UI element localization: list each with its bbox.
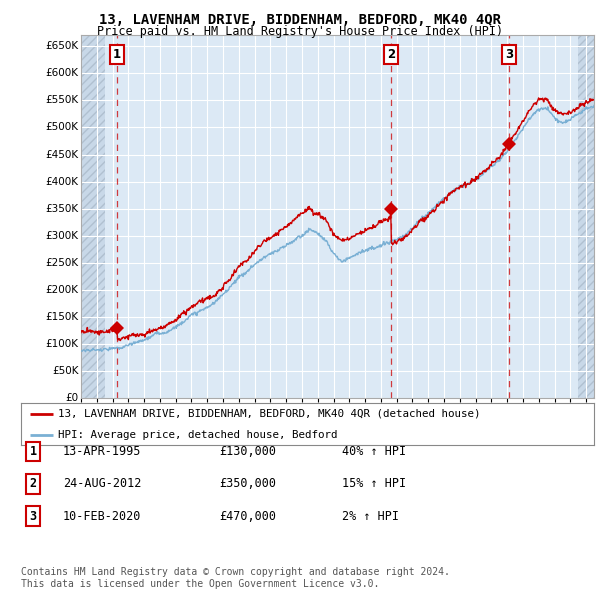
Text: £600K: £600K bbox=[46, 68, 79, 78]
Text: 24-AUG-2012: 24-AUG-2012 bbox=[63, 477, 142, 490]
Text: HPI: Average price, detached house, Bedford: HPI: Average price, detached house, Bedf… bbox=[58, 430, 338, 440]
Text: 15% ↑ HPI: 15% ↑ HPI bbox=[342, 477, 406, 490]
Text: Contains HM Land Registry data © Crown copyright and database right 2024.
This d: Contains HM Land Registry data © Crown c… bbox=[21, 567, 450, 589]
Text: 1: 1 bbox=[113, 48, 121, 61]
Text: £650K: £650K bbox=[46, 41, 79, 51]
Text: £130,000: £130,000 bbox=[219, 445, 276, 458]
Text: 1: 1 bbox=[29, 445, 37, 458]
Text: 2: 2 bbox=[29, 477, 37, 490]
Text: £550K: £550K bbox=[46, 96, 79, 106]
Text: £470,000: £470,000 bbox=[219, 510, 276, 523]
Text: 3: 3 bbox=[505, 48, 513, 61]
Text: 40% ↑ HPI: 40% ↑ HPI bbox=[342, 445, 406, 458]
Text: £450K: £450K bbox=[46, 149, 79, 159]
Text: 13, LAVENHAM DRIVE, BIDDENHAM, BEDFORD, MK40 4QR: 13, LAVENHAM DRIVE, BIDDENHAM, BEDFORD, … bbox=[99, 13, 501, 27]
Text: £0: £0 bbox=[65, 394, 79, 403]
Bar bbox=[578, 35, 600, 398]
Text: 13-APR-1995: 13-APR-1995 bbox=[63, 445, 142, 458]
Text: £300K: £300K bbox=[46, 231, 79, 241]
Text: £400K: £400K bbox=[46, 176, 79, 186]
Text: £100K: £100K bbox=[46, 339, 79, 349]
Text: £500K: £500K bbox=[46, 123, 79, 133]
Text: 10-FEB-2020: 10-FEB-2020 bbox=[63, 510, 142, 523]
Text: £250K: £250K bbox=[46, 258, 79, 268]
Text: 2% ↑ HPI: 2% ↑ HPI bbox=[342, 510, 399, 523]
Text: £150K: £150K bbox=[46, 312, 79, 322]
Text: £200K: £200K bbox=[46, 285, 79, 295]
Text: 2: 2 bbox=[387, 48, 395, 61]
Text: £350K: £350K bbox=[46, 204, 79, 214]
Text: £350,000: £350,000 bbox=[219, 477, 276, 490]
Text: 13, LAVENHAM DRIVE, BIDDENHAM, BEDFORD, MK40 4QR (detached house): 13, LAVENHAM DRIVE, BIDDENHAM, BEDFORD, … bbox=[58, 409, 481, 418]
Text: £50K: £50K bbox=[52, 366, 79, 376]
Bar bbox=[81, 35, 104, 398]
Text: 3: 3 bbox=[29, 510, 37, 523]
Text: Price paid vs. HM Land Registry's House Price Index (HPI): Price paid vs. HM Land Registry's House … bbox=[97, 25, 503, 38]
